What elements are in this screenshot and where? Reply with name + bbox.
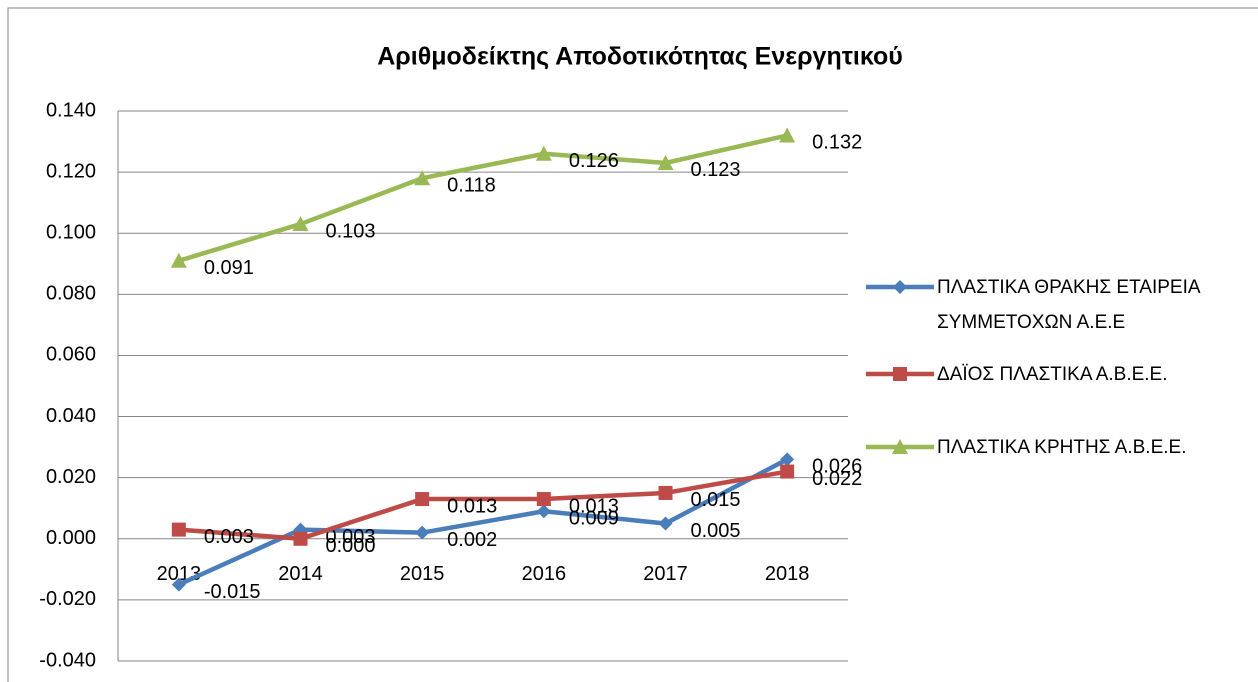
marker: [658, 516, 673, 531]
data-label: 0.005: [691, 520, 741, 542]
legend-label: ΠΛΑΣΤΙΚΑ ΘΡΑΚΗΣ ΕΤΑΙΡΕΙΑ ΣΥΜΜΕΤΟΧΩΝ Α.Ε.…: [937, 277, 1200, 333]
data-label: 0.118: [447, 175, 496, 197]
data-label: 0.009: [569, 508, 619, 530]
y-tick-label: 0.100: [46, 222, 96, 244]
y-tick-label: 0.140: [46, 99, 96, 121]
marker: [171, 577, 186, 592]
marker: [893, 280, 907, 294]
y-tick-label: 0.120: [46, 160, 96, 182]
marker: [415, 525, 430, 540]
x-tick-label: 2018: [765, 563, 810, 585]
series-line: [178, 469, 788, 542]
y-tick-label: -0.020: [39, 588, 96, 610]
data-label: 0.015: [691, 489, 741, 511]
x-tick-label: 2017: [643, 563, 688, 585]
data-label: 0.132: [812, 132, 862, 154]
marker: [415, 492, 430, 507]
x-tick-label: 2016: [522, 563, 567, 585]
data-label: 0.000: [326, 535, 376, 557]
data-label: 0.091: [204, 257, 254, 279]
data-label: 0.003: [204, 526, 254, 548]
data-label: 0.022: [812, 468, 862, 490]
series-line: [178, 133, 788, 263]
marker: [536, 504, 551, 519]
marker: [658, 485, 673, 500]
marker: [893, 367, 907, 381]
y-tick-label: 0.020: [46, 466, 96, 488]
marker: [293, 531, 308, 546]
marker: [657, 154, 674, 170]
y-tick-label: -0.040: [39, 649, 96, 671]
legend-label: ΔΑΪΟΣ ΠΛΑΣΤΙΚΑ Α.Β.Ε.Ε.: [937, 364, 1168, 385]
data-label: 0.026: [812, 456, 862, 478]
y-tick-label: 0.080: [46, 283, 96, 305]
y-tick-label: 0.040: [46, 405, 96, 427]
y-tick-label: 0.060: [46, 344, 96, 366]
data-label: 0.126: [569, 150, 619, 172]
data-label: -0.015: [204, 581, 261, 603]
marker: [292, 216, 309, 232]
marker: [535, 145, 552, 161]
data-label: 0.123: [691, 159, 741, 181]
marker: [171, 522, 186, 537]
data-label: 0.002: [447, 529, 497, 551]
marker: [414, 170, 431, 186]
x-tick-label: 2014: [278, 563, 323, 585]
marker: [779, 127, 796, 143]
data-label: 0.013: [569, 495, 619, 517]
marker: [170, 252, 187, 268]
y-tick-label: 0.000: [46, 527, 96, 549]
data-label: 0.013: [447, 495, 497, 517]
data-label: 0.103: [326, 220, 376, 242]
marker: [780, 452, 795, 467]
chart-border: [7, 7, 1258, 682]
chart-title: Αριθμοδείκτης Αποδοτικότητας Ενεργητικού: [377, 43, 903, 71]
marker: [536, 492, 551, 507]
marker: [892, 439, 908, 454]
legend-label: ΠΛΑΣΤΙΚΑ ΚΡΗΤΗΣ Α.Β.Ε.Ε.: [937, 437, 1187, 458]
x-tick-label: 2015: [400, 563, 445, 585]
marker: [780, 464, 795, 479]
data-label: 0.003: [326, 526, 376, 548]
